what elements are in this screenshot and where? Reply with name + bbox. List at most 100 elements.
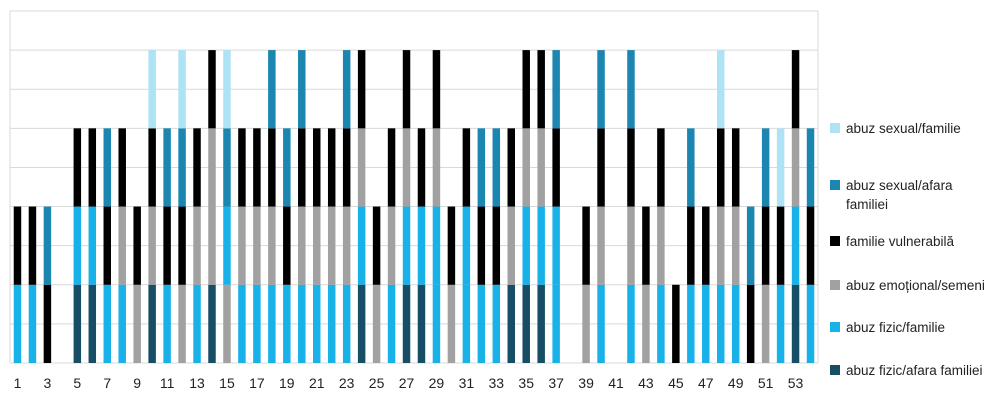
bar-segment-case-8-abuz_emotional bbox=[118, 206, 126, 285]
legend-label: familie vulnerabilă bbox=[846, 234, 955, 249]
x-tick-label: 17 bbox=[249, 375, 265, 391]
bar-segment-case-31-familie_vulnerabila bbox=[462, 128, 471, 207]
legend-swatch bbox=[830, 180, 840, 190]
bar-segment-case-18-abuz_emotional bbox=[268, 206, 276, 285]
bar-segment-case-51-familie_vulnerabila bbox=[761, 206, 770, 285]
bar-segment-case-21-abuz_emotional bbox=[313, 206, 321, 285]
bar-segment-case-48-abuz_fizic_familie bbox=[717, 284, 725, 363]
bar-segment-case-16-familie_vulnerabila bbox=[238, 128, 246, 207]
bar-segment-case-29-familie_vulnerabila bbox=[432, 50, 441, 129]
legend-swatch bbox=[830, 322, 840, 332]
bar-segment-case-13-abuz_emotional bbox=[193, 206, 201, 285]
x-tick-label: 41 bbox=[608, 375, 624, 391]
x-tick-label: 1 bbox=[14, 375, 22, 391]
bar-segment-case-20-abuz_sexual_afara bbox=[298, 50, 306, 129]
x-tick-label: 51 bbox=[758, 375, 774, 391]
bar-segment-case-13-familie_vulnerabila bbox=[193, 128, 201, 207]
bar-segment-case-27-abuz_fizic_afara bbox=[402, 284, 411, 363]
bar-segment-case-9-familie_vulnerabila bbox=[133, 206, 141, 285]
bar-segment-case-17-abuz_fizic_familie bbox=[253, 284, 261, 363]
bar-segment-case-39-abuz_emotional bbox=[582, 284, 590, 363]
bar-segment-case-23-familie_vulnerabila bbox=[342, 128, 351, 207]
x-tick-label: 23 bbox=[339, 375, 355, 391]
bar-segment-case-25-familie_vulnerabila bbox=[372, 206, 381, 285]
bar-segment-case-27-abuz_emotional bbox=[402, 128, 411, 207]
bar-segment-case-46-abuz_fizic_familie bbox=[687, 284, 695, 363]
bar-segment-case-35-abuz_fizic_afara bbox=[522, 284, 530, 363]
bar-segment-case-2-abuz_fizic_familie bbox=[28, 284, 37, 363]
bar-segment-case-30-abuz_emotional bbox=[447, 284, 456, 363]
bar-segment-case-24-abuz_fizic_familie bbox=[357, 206, 366, 285]
bar-segment-case-6-abuz_fizic_afara bbox=[88, 284, 97, 363]
bar-segment-case-19-abuz_sexual_afara bbox=[283, 128, 291, 207]
bar-segment-case-26-familie_vulnerabila bbox=[387, 128, 396, 207]
bar-segment-case-19-abuz_fizic_familie bbox=[283, 284, 291, 363]
x-tick-label: 47 bbox=[698, 375, 714, 391]
x-tick-label: 33 bbox=[489, 375, 505, 391]
bar-segment-case-17-familie_vulnerabila bbox=[253, 128, 261, 207]
bar-segment-case-48-abuz_sexual_familie bbox=[717, 50, 725, 129]
legend: abuz sexual/familie abuz sexual/afara fa… bbox=[830, 0, 995, 402]
bar-segment-case-40-abuz_fizic_familie bbox=[597, 284, 605, 363]
bar-segment-case-37-abuz_sexual_afara bbox=[552, 50, 560, 129]
bar-segment-case-14-abuz_emotional bbox=[208, 206, 216, 285]
bar-segment-case-44-familie_vulnerabila bbox=[657, 128, 665, 207]
bar-segment-case-44-abuz_emotional bbox=[657, 206, 665, 285]
bar-segment-case-26-abuz_fizic_familie bbox=[387, 284, 396, 363]
bar-segment-case-18-abuz_fizic_familie bbox=[268, 284, 276, 363]
bar-segment-case-42-abuz_fizic_familie bbox=[627, 284, 635, 363]
bar-segment-case-1-abuz_fizic_familie bbox=[13, 284, 22, 363]
bar-segment-case-5-abuz_fizic_familie bbox=[73, 206, 82, 285]
legend-label: abuz fizic/familie bbox=[846, 320, 946, 335]
x-tick-label: 49 bbox=[728, 375, 744, 391]
bar-segment-case-52-abuz_fizic_familie bbox=[776, 284, 785, 363]
bar-segment-case-33-abuz_sexual_afara bbox=[492, 128, 501, 207]
x-tick-label: 27 bbox=[399, 375, 415, 391]
bar-segment-case-17-abuz_emotional bbox=[253, 206, 261, 285]
bar-segment-case-22-familie_vulnerabila bbox=[327, 128, 336, 207]
bar-segment-case-50-abuz_sexual_afara bbox=[746, 206, 755, 285]
x-tick-label: 9 bbox=[133, 375, 141, 391]
legend-item-abuz-sexual-afara: abuz sexual/afara familiei bbox=[830, 176, 995, 214]
legend-swatch bbox=[830, 123, 840, 133]
bar-segment-case-18-familie_vulnerabila bbox=[268, 128, 276, 207]
bar-segment-case-18-abuz_sexual_afara bbox=[268, 50, 276, 129]
bar-segment-case-6-abuz_fizic_familie bbox=[88, 206, 97, 285]
legend-item-abuz-emotional: abuz emoțional/semeni bbox=[830, 276, 995, 295]
bar-segment-case-5-abuz_fizic_afara bbox=[73, 284, 82, 363]
legend-label: abuz fizic/afara familiei bbox=[846, 363, 983, 378]
bar-segment-case-7-abuz_fizic_familie bbox=[103, 284, 111, 363]
x-tick-label: 31 bbox=[459, 375, 475, 391]
bar-segment-case-16-abuz_fizic_familie bbox=[238, 284, 246, 363]
x-tick-label: 25 bbox=[369, 375, 385, 391]
bar-segment-case-22-abuz_emotional bbox=[327, 206, 336, 285]
bar-segment-case-51-abuz_sexual_afara bbox=[761, 128, 770, 207]
bar-segment-case-49-abuz_emotional bbox=[731, 206, 740, 285]
legend-item-familie-vulnerabila: familie vulnerabilă bbox=[830, 232, 995, 251]
bar-segment-case-14-familie_vulnerabila bbox=[208, 50, 216, 129]
bar-segment-case-48-abuz_emotional bbox=[717, 206, 725, 285]
bar-segment-case-53-abuz_fizic_afara bbox=[791, 284, 800, 363]
bar-segment-case-23-abuz_emotional bbox=[342, 206, 351, 285]
bar-segment-case-47-abuz_fizic_familie bbox=[702, 284, 710, 363]
bar-segment-case-36-abuz_fizic_afara bbox=[537, 284, 545, 363]
bar-segment-case-34-familie_vulnerabila bbox=[507, 128, 515, 207]
bar-segment-case-26-abuz_emotional bbox=[387, 206, 396, 285]
bar-segment-case-43-abuz_emotional bbox=[642, 284, 650, 363]
bar-segment-case-21-abuz_fizic_familie bbox=[313, 284, 321, 363]
bar-segment-case-32-abuz_fizic_familie bbox=[477, 284, 486, 363]
bar-segment-case-24-abuz_fizic_afara bbox=[357, 284, 366, 363]
x-tick-label: 11 bbox=[160, 375, 175, 391]
bar-segment-case-23-abuz_sexual_afara bbox=[342, 50, 351, 129]
bar-segment-case-10-abuz_sexual_familie bbox=[148, 50, 156, 129]
bar-segment-case-37-abuz_fizic_familie bbox=[552, 206, 560, 285]
bar-segment-case-5-familie_vulnerabila bbox=[73, 128, 82, 207]
x-tick-label: 13 bbox=[189, 375, 205, 391]
legend-swatch bbox=[830, 236, 840, 246]
bar-segment-case-36-abuz_fizic_familie bbox=[537, 206, 545, 285]
bar-segment-case-49-abuz_fizic_familie bbox=[731, 284, 740, 363]
bar-segment-case-29-abuz_fizic_familie bbox=[432, 206, 441, 285]
bar-segment-case-12-abuz_sexual_familie bbox=[178, 50, 186, 129]
bar-segment-case-53-abuz_fizic_familie bbox=[791, 206, 800, 285]
legend-item-abuz-fizic-familie: abuz fizic/familie bbox=[830, 318, 995, 337]
